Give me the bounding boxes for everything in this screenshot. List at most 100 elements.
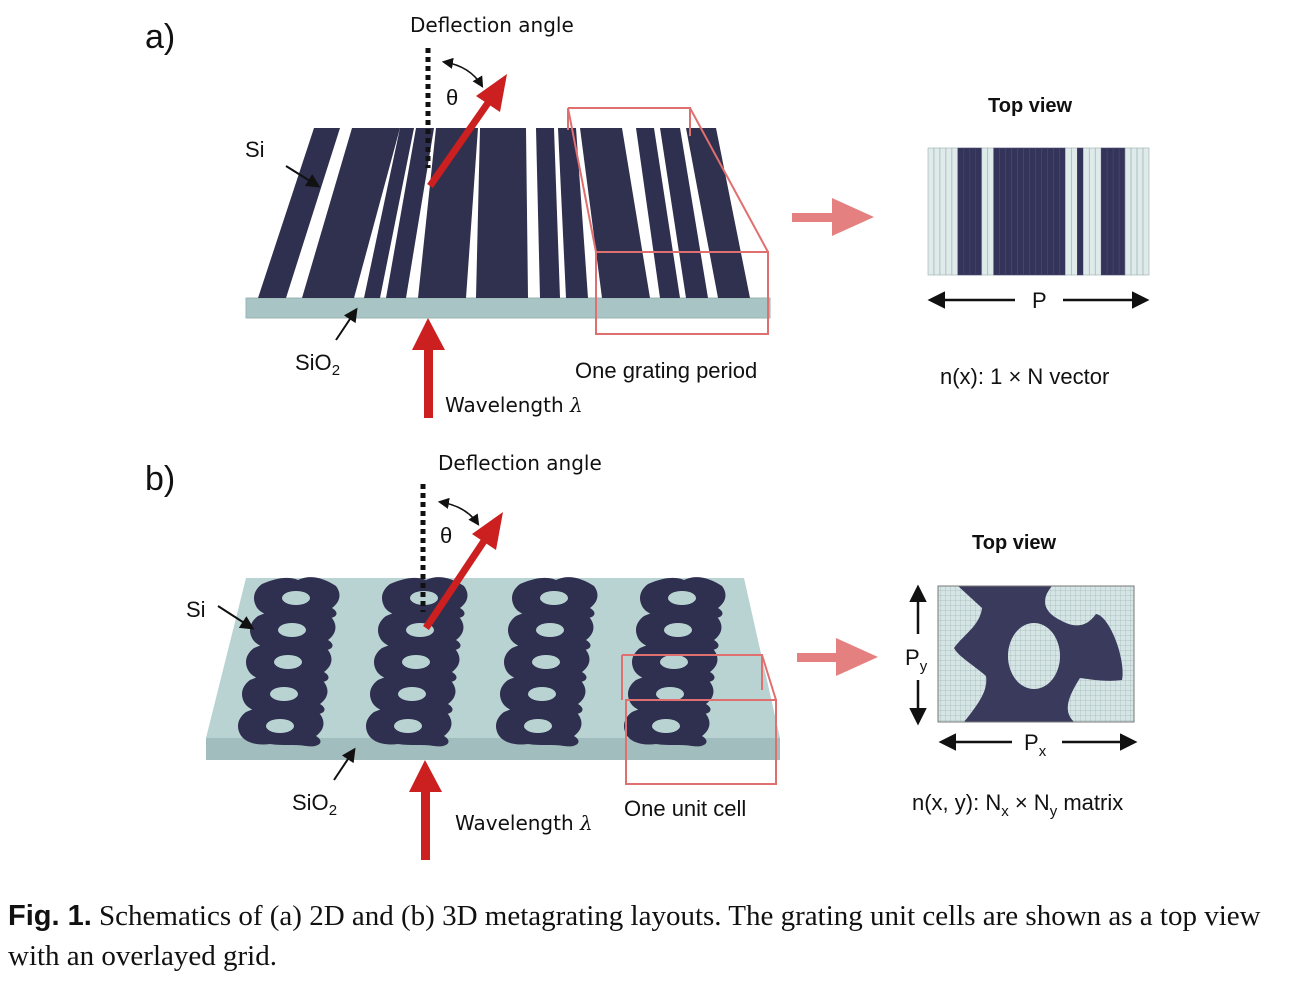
unit-cell-motif xyxy=(250,609,336,651)
si-bar xyxy=(558,128,588,298)
motif-hole xyxy=(656,687,684,701)
caption-text: Schematics of (a) 2D and (b) 3D metagrat… xyxy=(8,900,1261,972)
si-label-b: Si xyxy=(186,597,206,622)
motif-hole xyxy=(668,591,696,605)
figure-caption: Fig. 1. Schematics of (a) 2D and (b) 3D … xyxy=(8,896,1306,976)
deflected-beam-arrow-a xyxy=(427,74,507,189)
unit-cell-label: One unit cell xyxy=(624,796,746,821)
strip-cell xyxy=(1088,147,1096,276)
silicon-pattern-b xyxy=(238,577,726,747)
unit-cell-motif xyxy=(382,577,468,619)
motif-hole xyxy=(394,719,422,733)
sio2-pointer-a xyxy=(335,307,358,341)
unit-cell-motif xyxy=(242,673,328,715)
wavelength-label-b: Wavelength λ xyxy=(455,811,593,835)
strip-cell xyxy=(1005,147,1012,276)
motif-hole xyxy=(266,719,294,733)
strip-cell xyxy=(1047,147,1054,276)
si-pointer-b xyxy=(217,605,255,630)
strip-cell xyxy=(945,147,953,276)
motif-hole xyxy=(528,687,556,701)
angle-arc-b xyxy=(437,497,480,526)
incident-beam-arrow-a xyxy=(412,318,445,418)
motif-hole xyxy=(398,687,426,701)
strip-cell xyxy=(975,147,983,276)
top-view-strip-a xyxy=(927,147,1150,276)
sio2-label-a: SiO2 xyxy=(295,350,340,379)
si-bar xyxy=(686,128,750,298)
strip-cell xyxy=(1017,147,1024,276)
unit-cell-motif xyxy=(246,641,332,683)
motif-hole xyxy=(402,655,430,669)
motif-hole xyxy=(278,623,306,637)
unit-cell-motif xyxy=(254,577,340,619)
motif-hole xyxy=(536,623,564,637)
strip-cell xyxy=(1065,147,1072,276)
strip-cell xyxy=(969,147,977,276)
unit-cell-motif xyxy=(512,577,598,619)
angle-arc-a xyxy=(441,57,484,88)
strip-cell xyxy=(951,147,959,276)
motif-hole xyxy=(532,655,560,669)
panel-b-label: b) xyxy=(145,460,175,498)
strip-cell xyxy=(987,147,994,276)
si-bar xyxy=(364,128,414,298)
motif-hole xyxy=(660,655,688,669)
unit-cell-motif xyxy=(636,609,722,651)
theta-label-a: θ xyxy=(446,85,458,110)
motif-hole xyxy=(410,591,438,605)
theta-label-b: θ xyxy=(440,523,452,548)
panel-b: b) θ Deflection angle Si S xyxy=(145,451,1138,860)
deflection-angle-label-a: Deflection angle xyxy=(410,13,574,37)
si-pointer-a xyxy=(285,165,321,188)
unit-cell-motif xyxy=(500,673,586,715)
sio2-pointer-b xyxy=(333,747,356,781)
strip-cell xyxy=(1029,147,1036,276)
unit-cell-motif xyxy=(370,673,456,715)
strip-cell xyxy=(1142,147,1150,276)
si-bar xyxy=(258,128,340,298)
deflected-beam-arrow-b xyxy=(423,512,503,630)
to-top-view-arrow-b xyxy=(797,638,878,676)
strip-cell xyxy=(1083,147,1090,276)
unit-cell-motif xyxy=(496,705,582,747)
strip-cell xyxy=(1124,147,1132,276)
unit-cell-motif xyxy=(508,609,594,651)
motif-hole xyxy=(270,687,298,701)
strip-cell xyxy=(1053,147,1060,276)
grating-period-outline xyxy=(567,107,769,335)
strip-cell xyxy=(1041,147,1048,276)
strip-cell xyxy=(1100,147,1108,276)
unit-cell-motif xyxy=(238,705,324,747)
py-symbol: Py xyxy=(905,645,928,675)
figure-label: Fig. 1. xyxy=(8,900,92,932)
si-bar xyxy=(418,128,478,298)
unit-cell-motif xyxy=(628,673,714,715)
strip-cell xyxy=(981,147,989,276)
motif-hole xyxy=(664,623,692,637)
strip-cell xyxy=(999,147,1006,276)
grating-period-label: One grating period xyxy=(575,358,757,383)
si-bar xyxy=(386,128,434,298)
strip-cell xyxy=(939,147,947,276)
to-top-view-arrow-a xyxy=(792,198,874,236)
px-symbol: Px xyxy=(1024,730,1047,760)
matrix-label: n(x, y): Nx × Ny matrix xyxy=(912,790,1123,820)
strip-cell xyxy=(1077,147,1084,276)
strip-cell xyxy=(1035,147,1042,276)
unit-cell-motif xyxy=(624,705,710,747)
strip-cell xyxy=(1130,147,1138,276)
motif-hole xyxy=(274,655,302,669)
strip-cell xyxy=(1106,147,1114,276)
deflection-angle-label-b: Deflection angle xyxy=(438,451,602,475)
strip-cell xyxy=(993,147,1000,276)
strip-cell xyxy=(963,147,971,276)
si-label-a: Si xyxy=(245,137,265,162)
motif-hole xyxy=(282,591,310,605)
top-view-title-b: Top view xyxy=(972,532,1057,554)
vector-label: n(x): 1 × N vector xyxy=(940,364,1109,389)
strip-cell xyxy=(1023,147,1030,276)
strip-cell xyxy=(1136,147,1144,276)
sio2-substrate-a xyxy=(245,297,771,319)
strip-cell xyxy=(1059,147,1066,276)
